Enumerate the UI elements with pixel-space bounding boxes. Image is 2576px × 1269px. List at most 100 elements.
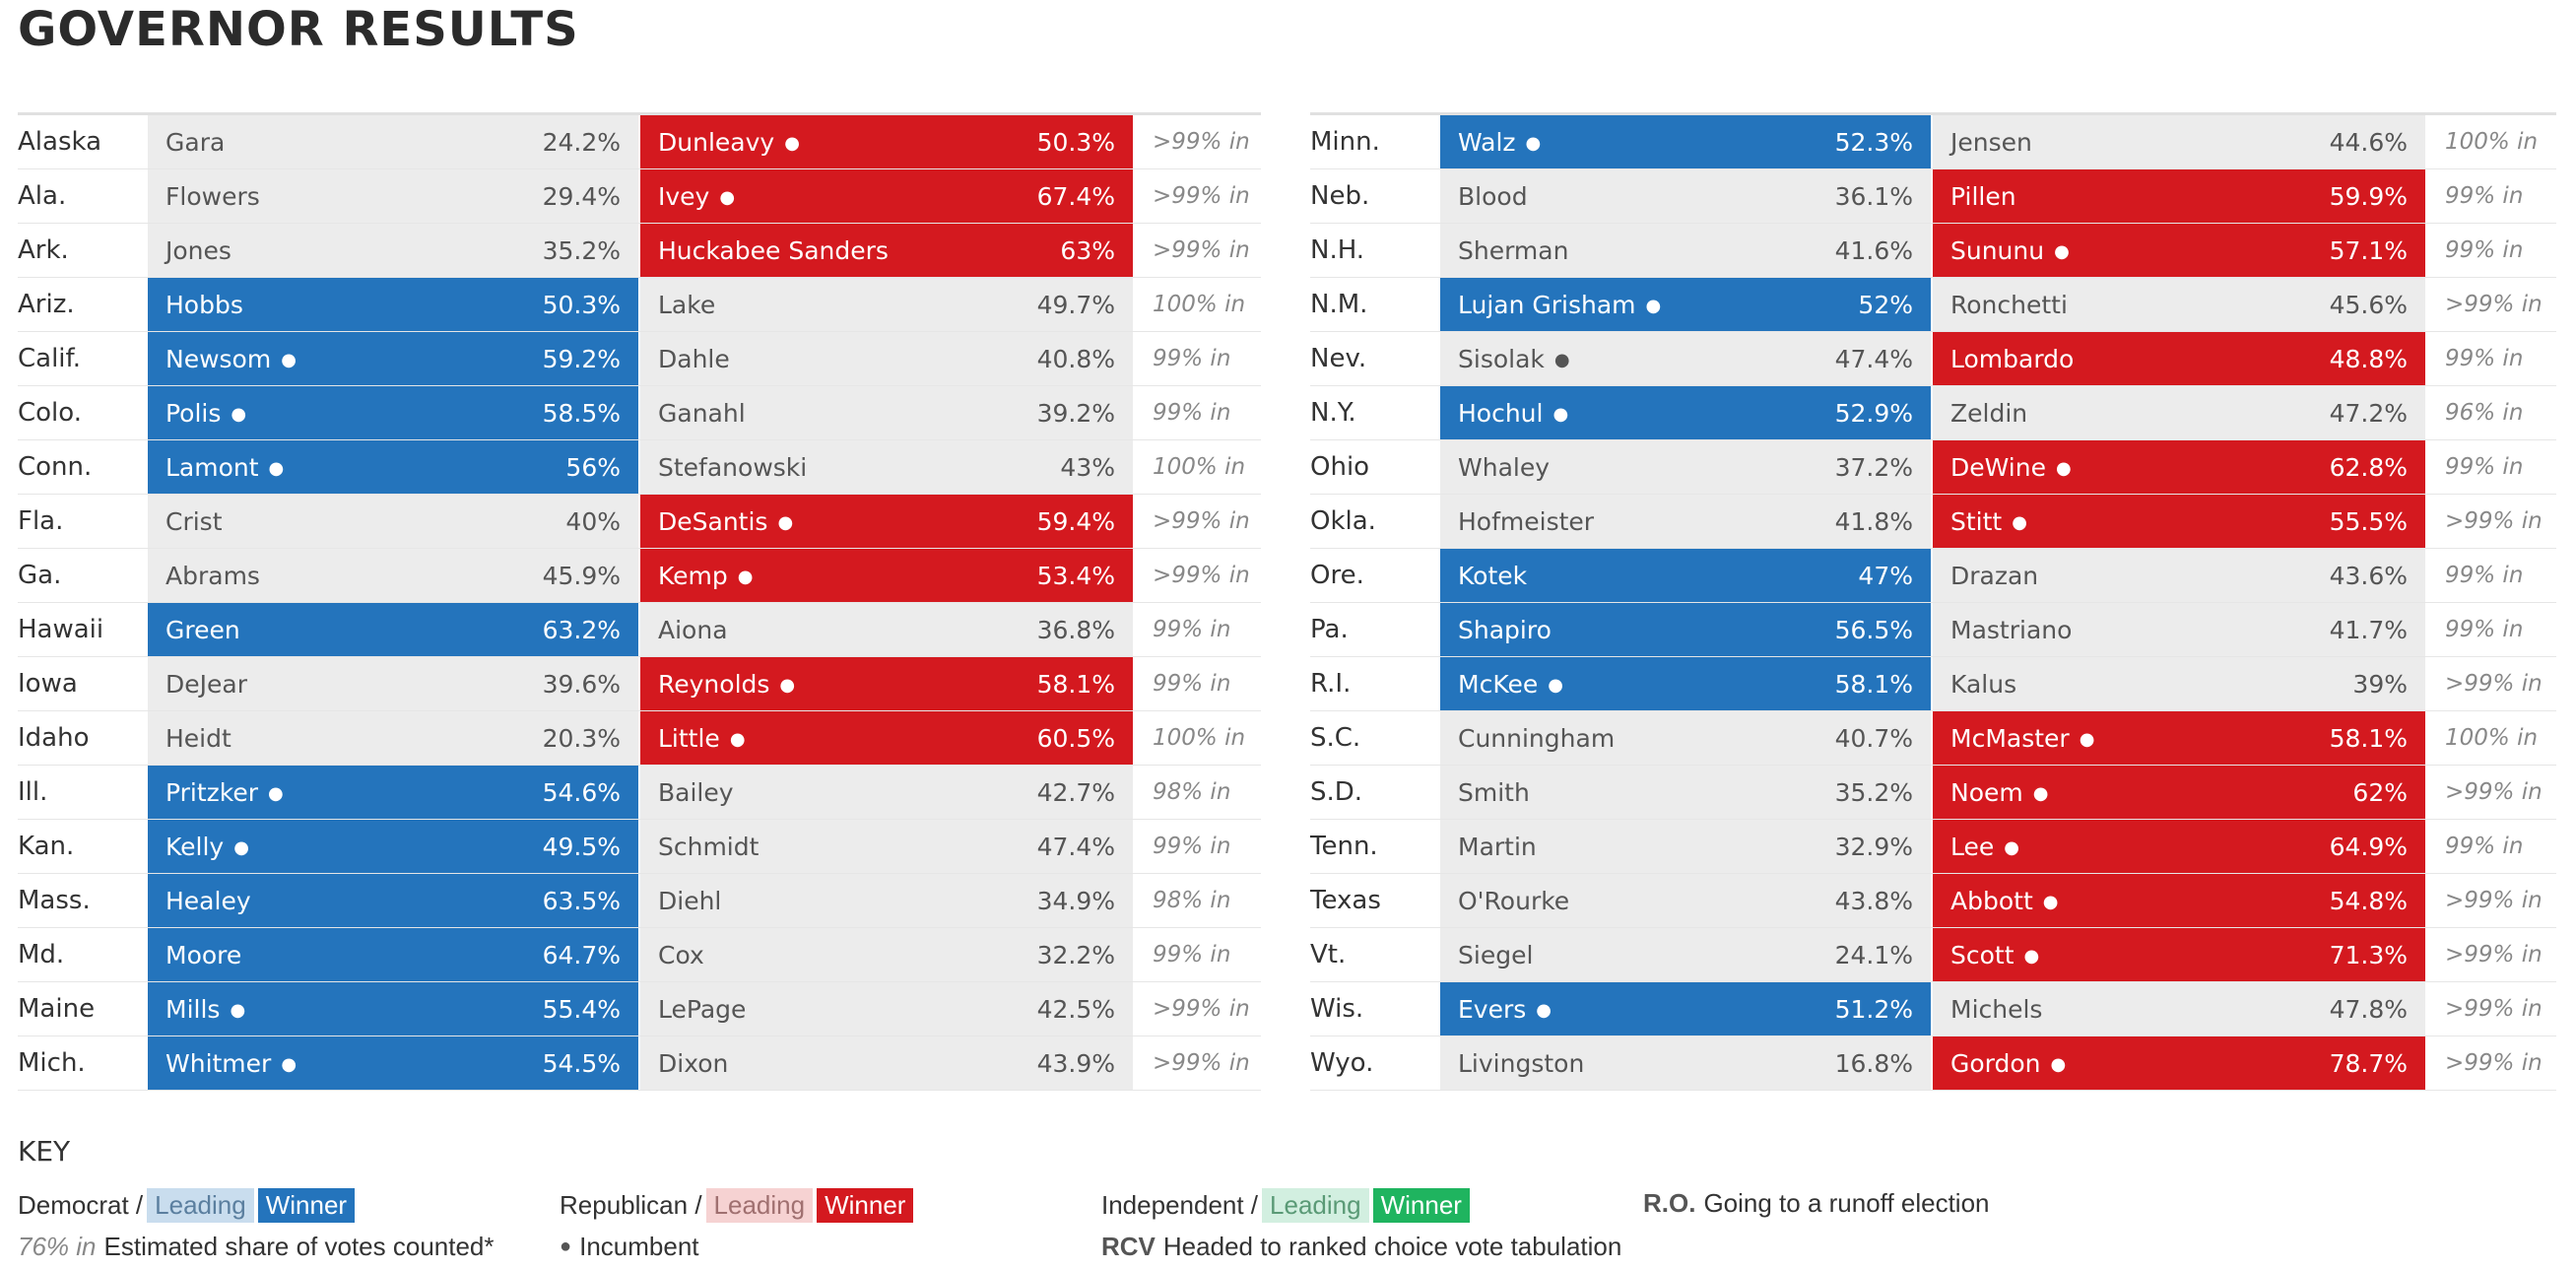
candidate-name-text: Mastriano bbox=[1950, 615, 2073, 644]
incumbent-dot-icon: ● bbox=[1552, 404, 1569, 425]
vote-percentage: 29.4% bbox=[542, 181, 621, 211]
republican-candidate-cell: Stitt ● 55.5% bbox=[1933, 495, 2425, 548]
key-incumbent-text: Incumbent bbox=[579, 1232, 699, 1261]
republican-candidate-cell: Schmidt 47.4% bbox=[640, 820, 1133, 873]
vote-percentage: 51.2% bbox=[1834, 994, 1913, 1024]
candidate-name-text: Dahle bbox=[658, 344, 730, 373]
incumbent-dot-icon: ● bbox=[2032, 783, 2049, 804]
vote-percentage: 56.5% bbox=[1834, 615, 1913, 644]
candidate-name: Schmidt bbox=[658, 833, 759, 861]
democrat-candidate-cell: Crist 40% bbox=[148, 495, 640, 548]
candidate-name: Walz ● bbox=[1458, 128, 1541, 157]
democrat-candidate-cell: Whaley 37.2% bbox=[1440, 440, 1933, 494]
incumbent-dot-icon: ● bbox=[281, 1054, 297, 1075]
vote-percentage: 41.6% bbox=[1834, 235, 1913, 265]
reporting-status: 99% in bbox=[1153, 346, 1231, 371]
table-row: Maine Mills ● 55.4% LePage 42.5% >99% in bbox=[18, 982, 1261, 1036]
candidate-name: DeJear bbox=[165, 670, 247, 699]
candidate-name: Crist bbox=[165, 507, 223, 536]
candidate-name-text: DeSantis bbox=[658, 506, 768, 536]
candidate-name: Drazan bbox=[1950, 562, 2038, 590]
democrat-candidate-cell: Green 63.2% bbox=[148, 603, 640, 656]
democrat-candidate-cell: Whitmer ● 54.5% bbox=[148, 1036, 640, 1090]
incumbent-dot-icon: ● bbox=[2023, 946, 2040, 967]
reporting-status: 98% in bbox=[1153, 779, 1231, 805]
candidate-name-text: Stefanowski bbox=[658, 452, 808, 482]
vote-percentage: 59.2% bbox=[542, 344, 621, 373]
vote-percentage: 47.2% bbox=[2329, 398, 2408, 428]
state-name: Fla. bbox=[18, 506, 64, 536]
vote-percentage: 52% bbox=[1858, 290, 1913, 319]
republican-candidate-cell: Bailey 42.7% bbox=[640, 766, 1133, 819]
reporting-status: 99% in bbox=[2445, 237, 2524, 263]
candidate-name-text: Noem bbox=[1950, 777, 2023, 807]
vote-percentage: 50.3% bbox=[1036, 127, 1115, 157]
vote-percentage: 37.2% bbox=[1834, 452, 1913, 482]
candidate-name-text: Healey bbox=[165, 886, 251, 915]
republican-candidate-cell: McMaster ● 58.1% bbox=[1933, 711, 2425, 765]
incumbent-dot-icon: ● bbox=[560, 1236, 572, 1257]
republican-candidate-cell: Michels 47.8% bbox=[1933, 982, 2425, 1035]
candidate-name: Sununu ● bbox=[1950, 236, 2070, 265]
incumbent-dot-icon: ● bbox=[729, 729, 746, 750]
table-row: R.I. McKee ● 58.1% Kalus 39% >99% in bbox=[1310, 657, 2556, 711]
table-row: Ore. Kotek 47% Drazan 43.6% 99% in bbox=[1310, 549, 2556, 603]
reporting-status: 100% in bbox=[1153, 725, 1246, 751]
republican-candidate-cell: Stefanowski 43% bbox=[640, 440, 1133, 494]
republican-candidate-cell: Huckabee Sanders 63% bbox=[640, 224, 1133, 277]
candidate-name: Little ● bbox=[658, 724, 746, 753]
table-row: Iowa DeJear 39.6% Reynolds ● 58.1% 99% in bbox=[18, 657, 1261, 711]
vote-percentage: 58.1% bbox=[1036, 669, 1115, 699]
reporting-status: 99% in bbox=[2445, 834, 2524, 859]
vote-percentage: 24.1% bbox=[1834, 940, 1913, 969]
table-row: Tenn. Martin 32.9% Lee ● 64.9% 99% in bbox=[1310, 820, 2556, 874]
state-name: Md. bbox=[18, 940, 65, 969]
reporting-status: >99% in bbox=[1153, 1050, 1250, 1076]
state-name: Ohio bbox=[1310, 452, 1370, 482]
table-row: S.D. Smith 35.2% Noem ● 62% >99% in bbox=[1310, 766, 2556, 820]
democrat-candidate-cell: Kotek 47% bbox=[1440, 549, 1933, 602]
vote-percentage: 47.4% bbox=[1036, 832, 1115, 861]
vote-percentage: 55.5% bbox=[2329, 506, 2408, 536]
reporting-status: >99% in bbox=[1153, 508, 1250, 534]
state-name: Ga. bbox=[18, 561, 62, 590]
vote-percentage: 52.3% bbox=[1834, 127, 1913, 157]
vote-percentage: 40.7% bbox=[1834, 723, 1913, 753]
republican-candidate-cell: DeWine ● 62.8% bbox=[1933, 440, 2425, 494]
candidate-name: Whitmer ● bbox=[165, 1049, 297, 1078]
democrat-candidate-cell: Hochul ● 52.9% bbox=[1440, 386, 1933, 439]
incumbent-dot-icon: ● bbox=[737, 567, 754, 587]
vote-percentage: 58.5% bbox=[542, 398, 621, 428]
vote-percentage: 62.8% bbox=[2329, 452, 2408, 482]
reporting-status: 99% in bbox=[1153, 671, 1231, 697]
candidate-name: Ronchetti bbox=[1950, 291, 2068, 319]
candidate-name-text: DeJear bbox=[165, 669, 247, 699]
republican-candidate-cell: Drazan 43.6% bbox=[1933, 549, 2425, 602]
candidate-name: Jensen bbox=[1950, 128, 2032, 157]
vote-percentage: 20.3% bbox=[542, 723, 621, 753]
vote-percentage: 52.9% bbox=[1834, 398, 1913, 428]
candidate-name: McMaster ● bbox=[1950, 724, 2094, 753]
vote-percentage: 16.8% bbox=[1834, 1048, 1913, 1078]
vote-percentage: 44.6% bbox=[2329, 127, 2408, 157]
democrat-candidate-cell: Martin 32.9% bbox=[1440, 820, 1933, 873]
candidate-name-text: Aiona bbox=[658, 615, 728, 644]
republican-candidate-cell: Lake 49.7% bbox=[640, 278, 1133, 331]
vote-percentage: 47.4% bbox=[1834, 344, 1913, 373]
vote-percentage: 49.7% bbox=[1036, 290, 1115, 319]
state-name: Texas bbox=[1310, 886, 1381, 915]
candidate-name: Lee ● bbox=[1950, 833, 2019, 861]
democrat-candidate-cell: Pritzker ● 54.6% bbox=[148, 766, 640, 819]
candidate-name: Martin bbox=[1458, 833, 1537, 861]
state-name: Mich. bbox=[18, 1048, 86, 1078]
reporting-status: >99% in bbox=[2445, 508, 2543, 534]
key-independent-winner: Winner bbox=[1372, 1188, 1470, 1223]
key-democrat-winner: Winner bbox=[257, 1188, 356, 1223]
vote-percentage: 57.1% bbox=[2329, 235, 2408, 265]
reporting-status: >99% in bbox=[2445, 888, 2543, 913]
incumbent-dot-icon: ● bbox=[2050, 1054, 2067, 1075]
vote-percentage: 43.6% bbox=[2329, 561, 2408, 590]
republican-candidate-cell: Ganahl 39.2% bbox=[640, 386, 1133, 439]
table-row: N.M. Lujan Grisham ● 52% Ronchetti 45.6% >99% … bbox=[1310, 278, 2556, 332]
republican-candidate-cell: Reynolds ● 58.1% bbox=[640, 657, 1133, 710]
